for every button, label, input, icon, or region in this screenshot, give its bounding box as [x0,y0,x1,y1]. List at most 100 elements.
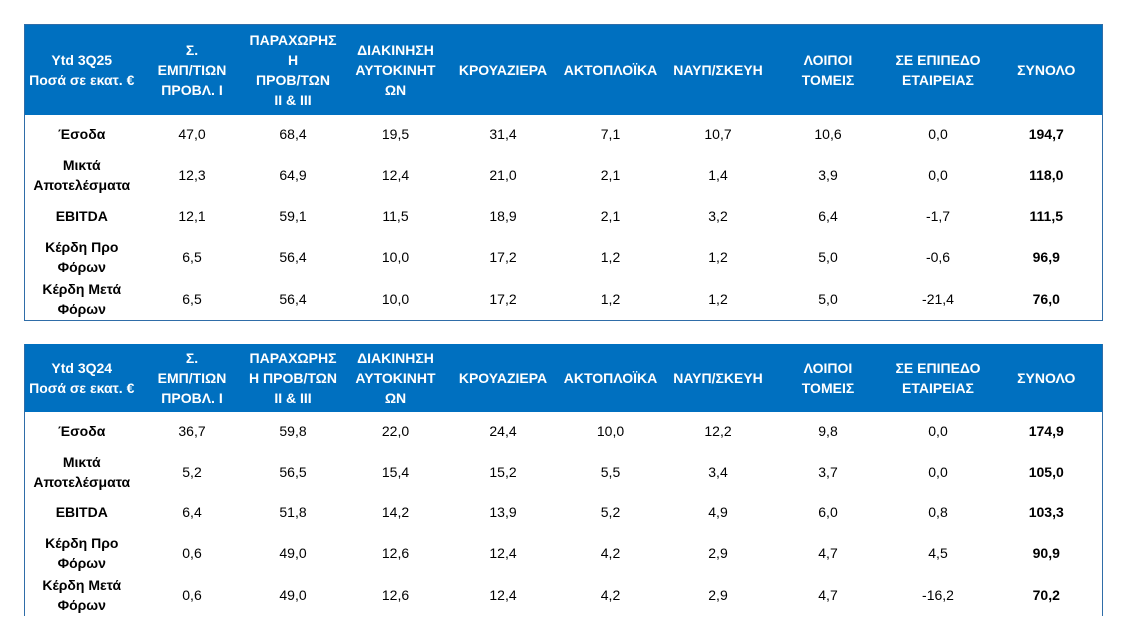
value-cell: 15,4 [381,463,410,480]
total-cell: 194,7 [1028,126,1064,143]
value-cell: 49,0 [279,544,307,561]
row-label: Κέρδη Μετά Φόρων [42,280,122,317]
value-cell: 0,0 [928,167,948,184]
value-cell: 12,6 [381,544,410,561]
value-cell: 3,2 [708,207,728,224]
column-header: ΝΑΥΠ/ΣΚΕΥΗ [665,24,771,115]
total-cell: 105,0 [1028,463,1064,480]
value-cell: 2,9 [708,544,728,561]
value-cell: 0,0 [928,423,948,440]
value-cell: 13,9 [489,504,517,521]
column-header: ΣΥΝΟΛΟ [990,24,1103,115]
table-row: EBITDA 6,4 51,8 14,2 13,9 5,2 4,9 6,0 0,8 103,3 [25,493,1103,532]
row-label: Έσοδα [58,423,106,440]
column-header: ΣΕ ΕΠΙΠΕΔΟ ΕΤΑΙΡΕΙΑΣ [885,344,991,412]
value-cell: 12,4 [489,544,517,561]
value-cell: 19,5 [381,126,410,143]
total-cell: 118,0 [1029,167,1064,184]
column-header: ΛΟΙΠΟΙ ΤΟΜΕΙΣ [770,24,886,115]
table-row: Κέρδη Προ Φόρων 6,5 56,4 10,0 17,2 1,2 1,2 5,0 -… [25,236,1103,278]
value-cell: 12,4 [489,586,517,603]
table-row: Κέρδη Μετά Φόρων 6,5 56,4 10,0 17,2 1,2 1,2 5,0… [25,278,1103,321]
column-header: ΣΥΝΟΛΟ [990,344,1103,412]
value-cell: 1,4 [708,167,728,184]
value-cell: 56,4 [279,248,307,265]
value-cell: 1,2 [708,248,728,265]
value-cell: 3,4 [708,463,728,480]
table-row: Μικτά Αποτελέσματα 5,2 56,5 15,4 15,2 5,5 3,4 3… [25,451,1103,493]
table-row: Κέρδη Προ Φόρων 0,6 49,0 12,6 12,4 4,2 2,9 4,7 4… [25,532,1103,574]
value-cell: -1,7 [925,207,951,224]
column-header: Σ. ΕΜΠ/ΤΙΩΝ ΠΡΟΒΛ. Ι [138,344,246,412]
value-cell: 0,8 [928,504,948,521]
value-cell: 11,5 [382,207,409,224]
value-cell: 10,0 [596,423,625,440]
period-header: Ytd 3Q25 Ποσά σε εκατ. € [24,24,139,115]
value-cell: 5,2 [182,463,202,480]
row-label: Μικτά Αποτελέσματα [33,453,131,490]
header-row: Ytd 3Q25 Ποσά σε εκατ. € Σ. ΕΜΠ/ΤΙΩΝ ΠΡΟΒ… [24,24,1103,115]
table-row: Κέρδη Μετά Φόρων 0,6 49,0 12,6 12,4 4,2 2,9 4,7… [25,574,1103,616]
column-header: ΑΚΤΟΠΛΟΪΚΑ [555,24,666,115]
value-cell: 68,4 [279,126,307,143]
value-cell: 0,0 [928,463,948,480]
value-cell: 4,5 [928,544,948,561]
value-cell: 4,2 [600,544,621,561]
value-cell: 6,5 [182,290,202,307]
value-cell: 7,1 [600,126,621,143]
value-cell: 47,0 [178,126,206,143]
row-label: Έσοδα [58,126,106,143]
value-cell: 51,8 [279,504,307,521]
value-cell: 5,0 [818,290,838,307]
period-header: Ytd 3Q24 Ποσά σε εκατ. € [24,344,139,412]
value-cell: 36,7 [178,423,206,440]
value-cell: 14,2 [381,504,410,521]
value-cell: 5,2 [600,504,621,521]
table-row: Έσοδα 36,7 59,8 22,0 24,4 10,0 12,2 9,8 0,0 174,9 [25,412,1103,451]
value-cell: 1,2 [708,290,728,307]
value-cell: 2,1 [600,167,621,184]
row-label: Κέρδη Μετά Φόρων [42,576,122,613]
value-cell: 56,5 [279,463,307,480]
row-label: EBITDA [55,207,108,224]
value-cell: 4,7 [818,544,838,561]
total-cell: 111,5 [1029,207,1064,224]
value-cell: 9,8 [818,423,838,440]
row-label: EBITDA [55,504,108,521]
value-cell: 21,0 [489,167,517,184]
value-cell: 56,4 [279,290,307,307]
total-cell: 76,0 [1032,290,1060,307]
row-label: Κέρδη Προ Φόρων [45,534,119,571]
value-cell: 59,1 [279,207,307,224]
column-header: ΑΚΤΟΠΛΟΪΚΑ [555,344,666,412]
table-row: EBITDA 12,1 59,1 11,5 18,9 2,1 3,2 6,4 -1,7 111,5 [25,196,1103,236]
value-cell: 2,9 [708,586,728,603]
value-cell: 4,2 [600,586,621,603]
value-cell: 17,2 [489,248,517,265]
column-header: Σ. ΕΜΠ/ΤΙΩΝ ΠΡΟΒΛ. Ι [138,24,246,115]
value-cell: 31,4 [489,126,517,143]
column-header: ΠΑΡΑΧΩΡΗΣ Η ΠΡΟΒ/ΤΩΝ ΙΙ & ΙΙΙ [245,344,341,412]
total-cell: 174,9 [1028,423,1064,440]
column-header: ΔΙΑΚΙΝΗΣΗ ΑΥΤΟΚΙΝΗΤ ΩΝ [340,24,451,115]
value-cell: 6,5 [182,248,202,265]
value-cell: 5,5 [600,463,621,480]
column-header: ΛΟΙΠΟΙ ΤΟΜΕΙΣ [770,344,886,412]
value-cell: -0,6 [925,248,951,265]
value-cell: 4,9 [708,504,728,521]
value-cell: 10,0 [381,290,410,307]
value-cell: 0,6 [182,544,202,561]
total-cell: 90,9 [1032,544,1060,561]
value-cell: 64,9 [279,167,307,184]
value-cell: 12,3 [178,167,206,184]
value-cell: -16,2 [922,586,954,603]
value-cell: -21,4 [922,290,954,307]
value-cell: 6,0 [818,504,838,521]
value-cell: 10,6 [814,126,842,143]
column-header: ΚΡΟΥΑΖΙΕΡΑ [450,344,556,412]
value-cell: 15,2 [489,463,517,480]
value-cell: 1,2 [600,290,621,307]
value-cell: 5,0 [818,248,838,265]
segment-results-table-3q24: Ytd 3Q24 Ποσά σε εκατ. € Σ. ΕΜΠ/ΤΙΩΝ ΠΡΟΒ… [24,344,1103,616]
value-cell: 6,4 [182,504,202,521]
